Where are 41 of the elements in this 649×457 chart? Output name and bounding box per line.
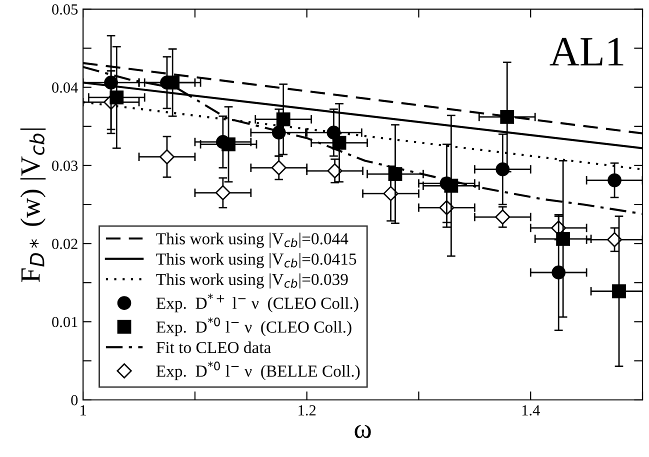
point — [444, 178, 458, 193]
legend-label: Exp. D$^{*0}$ l$^{−}$ ν (BELLE Coll.) — [156, 362, 360, 380]
point — [556, 232, 570, 246]
point — [552, 266, 566, 280]
point — [612, 284, 626, 298]
y-tick-label: 0.04 — [52, 82, 78, 93]
y-axis-title: F$_{D*}$ (w) |V$_{cb}$| — [20, 128, 46, 282]
point — [271, 160, 286, 176]
x-tick-label: 1 — [80, 405, 86, 416]
point — [608, 173, 622, 188]
point — [388, 167, 402, 181]
point — [215, 185, 230, 200]
point — [222, 137, 236, 152]
y-tick-label: 0.03 — [52, 160, 78, 171]
point — [332, 136, 346, 150]
x-tick-label: 1.2 — [298, 405, 316, 416]
point — [166, 76, 180, 90]
y-tick-label: 0 — [71, 395, 78, 406]
legend-label: This work using |V$_{cb}$|=0.044 — [156, 232, 348, 248]
point — [159, 149, 175, 164]
point — [606, 232, 622, 248]
point — [276, 112, 290, 126]
x-axis-title: ω — [354, 424, 371, 438]
x-tick-label: 1.4 — [522, 405, 540, 416]
point — [110, 90, 124, 104]
annotation: AL1 — [550, 38, 624, 66]
point — [496, 162, 510, 176]
legend-label: Fit to CLEO data — [156, 341, 271, 354]
point — [327, 163, 342, 178]
y-tick-label: 0.02 — [52, 238, 78, 250]
y-tick-label: 0.05 — [52, 4, 78, 15]
point — [500, 110, 514, 124]
legend-label: This work using |V$_{cb}$|=0.0415 — [156, 253, 356, 268]
point — [383, 186, 398, 202]
point — [104, 76, 118, 90]
y-tick-label: 0.01 — [52, 316, 78, 328]
legend-label: Exp. D$^{*+}$ l$^{−}$ ν (CLEO Coll.) — [156, 294, 358, 312]
legend-label: Exp. D$^{*0}$ l$^{−}$ ν (CLEO Coll.) — [156, 318, 352, 336]
legend-label: This work using |V$_{cb}$|=0.039 — [156, 273, 348, 289]
point — [495, 209, 510, 225]
point — [272, 126, 286, 140]
